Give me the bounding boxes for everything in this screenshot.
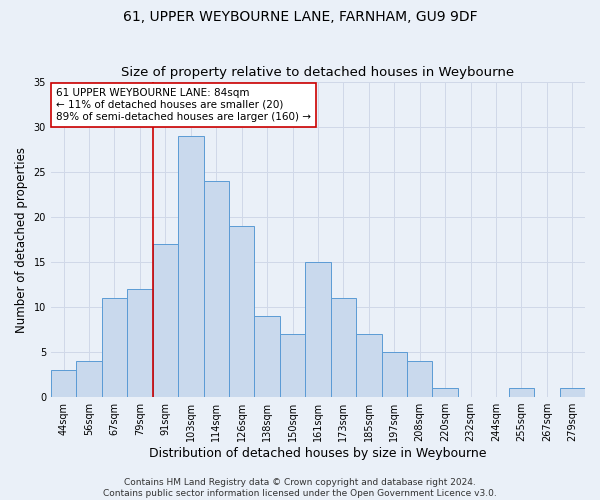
Bar xyxy=(127,289,152,397)
X-axis label: Distribution of detached houses by size in Weybourne: Distribution of detached houses by size … xyxy=(149,447,487,460)
Title: Size of property relative to detached houses in Weybourne: Size of property relative to detached ho… xyxy=(121,66,515,80)
Bar xyxy=(356,334,382,397)
Bar xyxy=(178,136,203,397)
Bar xyxy=(152,244,178,397)
Bar xyxy=(203,181,229,397)
Bar xyxy=(229,226,254,397)
Bar xyxy=(560,388,585,397)
Bar xyxy=(407,361,433,397)
Bar xyxy=(331,298,356,397)
Text: 61, UPPER WEYBOURNE LANE, FARNHAM, GU9 9DF: 61, UPPER WEYBOURNE LANE, FARNHAM, GU9 9… xyxy=(122,10,478,24)
Bar xyxy=(254,316,280,397)
Bar xyxy=(509,388,534,397)
Bar xyxy=(76,361,102,397)
Bar xyxy=(433,388,458,397)
Bar xyxy=(102,298,127,397)
Bar xyxy=(280,334,305,397)
Y-axis label: Number of detached properties: Number of detached properties xyxy=(15,146,28,332)
Bar xyxy=(382,352,407,397)
Text: Contains HM Land Registry data © Crown copyright and database right 2024.
Contai: Contains HM Land Registry data © Crown c… xyxy=(103,478,497,498)
Text: 61 UPPER WEYBOURNE LANE: 84sqm
← 11% of detached houses are smaller (20)
89% of : 61 UPPER WEYBOURNE LANE: 84sqm ← 11% of … xyxy=(56,88,311,122)
Bar xyxy=(51,370,76,397)
Bar xyxy=(305,262,331,397)
